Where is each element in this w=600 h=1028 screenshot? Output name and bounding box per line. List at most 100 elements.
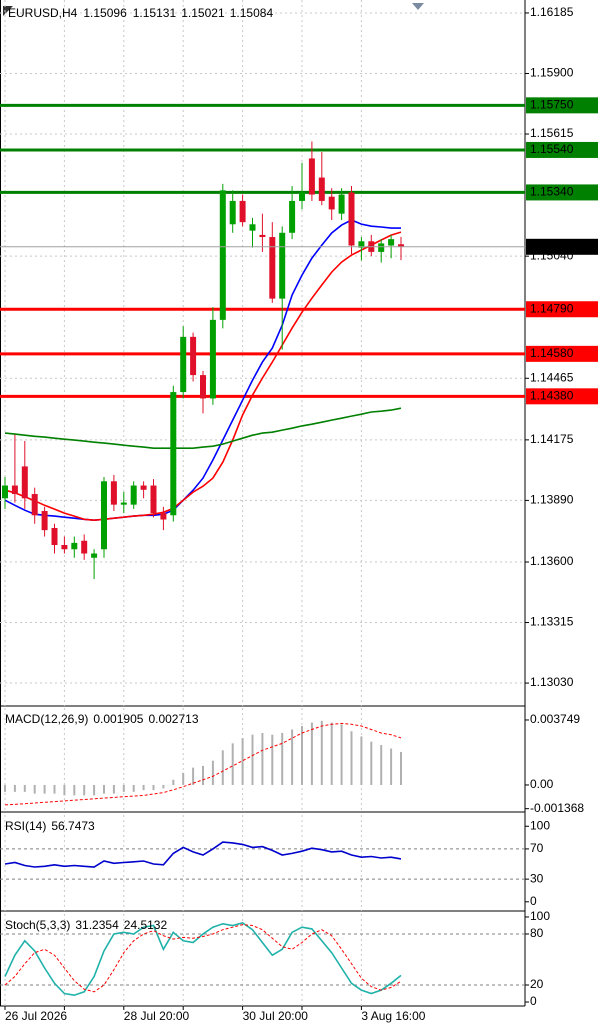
candle-body xyxy=(289,200,296,233)
histogram-bar xyxy=(350,731,353,785)
candle-body xyxy=(398,244,404,247)
y-tick-label: -0.001368 xyxy=(530,801,584,815)
x-tick-label: 28 Jul 20:00 xyxy=(124,1009,190,1023)
histogram-bar xyxy=(122,784,125,792)
histogram-bar xyxy=(83,784,86,796)
histogram-bar xyxy=(172,779,175,785)
candle-body xyxy=(160,513,167,520)
histogram-bar xyxy=(221,750,224,785)
candle-body xyxy=(41,511,48,531)
histogram-bar xyxy=(360,736,363,785)
indicator-name: RSI(14) xyxy=(5,819,46,833)
histogram-bar xyxy=(211,760,214,785)
level-label: 1.15540 xyxy=(530,142,574,156)
signal-line xyxy=(4,722,402,806)
symbol: EURUSD,H4 xyxy=(8,6,78,20)
histogram-bar xyxy=(142,784,145,791)
candle-body xyxy=(328,196,335,210)
histogram-bar xyxy=(281,732,284,785)
level-box xyxy=(526,301,598,318)
indicator-line xyxy=(4,407,402,449)
histogram-bar xyxy=(112,784,115,794)
y-tick-label: 0.003749 xyxy=(530,712,580,726)
histogram-bar xyxy=(330,722,333,785)
indicator-line xyxy=(4,219,401,522)
x-tick-label: 3 Aug 16:00 xyxy=(361,1009,425,1023)
histogram-bar xyxy=(132,784,135,792)
candle-body xyxy=(279,232,286,299)
candle-body xyxy=(140,485,147,490)
level-label: 1.14580 xyxy=(530,346,574,360)
histogram-bar xyxy=(301,726,303,785)
y-tick-label: 1.14465 xyxy=(530,370,574,384)
shift-marker[interactable] xyxy=(412,3,424,10)
y-tick-label: 70 xyxy=(530,841,544,855)
indicator-title: MACD(12,26,9) 0.001905 0.002713 xyxy=(5,712,199,726)
candle-body xyxy=(259,234,266,238)
candle-body xyxy=(388,239,395,246)
level-box xyxy=(526,184,598,201)
level-label: 1.15750 xyxy=(530,98,574,112)
histogram-bar xyxy=(33,784,36,794)
histogram-bar xyxy=(370,741,373,785)
candle-body xyxy=(269,237,276,299)
y-tick-label: 1.16185 xyxy=(530,5,574,19)
chart-header: EURUSD,H4 1.15096 1.15131 1.15021 1.15084 xyxy=(8,6,273,20)
y-tick-label: 0 xyxy=(530,994,537,1008)
histogram-bar xyxy=(380,745,383,785)
ohlc-open: 1.15096 xyxy=(83,6,127,20)
y-tick-label: 1.15615 xyxy=(530,126,574,140)
candle-body xyxy=(170,392,177,516)
histogram-bar xyxy=(63,784,66,796)
histogram-bar xyxy=(192,767,195,785)
indicator-line xyxy=(4,841,402,868)
signal-line xyxy=(4,924,402,993)
y-tick-label: 1.14175 xyxy=(530,432,574,446)
histogram-bar xyxy=(291,729,294,785)
candle-body xyxy=(101,481,107,550)
y-tick-label: 100 xyxy=(530,818,550,832)
candle-body xyxy=(150,485,157,514)
candle-body xyxy=(21,466,28,499)
indicator-title: Stoch(5,3,3) 31.2354 24.5132 xyxy=(5,918,167,932)
histogram-bar xyxy=(23,784,26,792)
indicator-title: RSI(14) 56.7473 xyxy=(5,819,95,833)
level-label: 1.15340 xyxy=(530,185,574,199)
y-tick-label: 0.00 xyxy=(530,777,554,791)
y-tick-label: 30 xyxy=(530,871,544,885)
histogram-bar xyxy=(53,784,56,794)
y-tick-label: 1.13890 xyxy=(530,493,574,507)
ohlc-close: 1.15084 xyxy=(230,6,274,20)
histogram-bar xyxy=(340,724,343,785)
histogram-bar xyxy=(241,738,244,785)
candle-body xyxy=(31,494,38,516)
y-tick-label: 100 xyxy=(530,909,550,923)
indicator-line xyxy=(4,231,402,522)
histogram-bar xyxy=(310,722,313,785)
y-tick-label: 1.15900 xyxy=(530,66,574,80)
current-price-box xyxy=(526,238,598,255)
candle-body xyxy=(338,194,345,214)
histogram-bar xyxy=(251,734,254,785)
candle-body xyxy=(299,192,305,201)
indicator-value: 56.7473 xyxy=(51,819,95,833)
level-label: 1.14790 xyxy=(530,301,574,315)
histogram-bar xyxy=(73,784,76,796)
histogram-bar xyxy=(152,784,155,791)
candle-body xyxy=(358,241,365,248)
histogram-bar xyxy=(390,748,393,785)
candle-body xyxy=(91,553,98,558)
candle-body xyxy=(229,200,236,225)
histogram-bar xyxy=(231,743,234,785)
candle-body xyxy=(51,528,58,546)
y-tick-label: 0 xyxy=(530,894,537,908)
indicator-name: MACD(12,26,9) xyxy=(5,712,88,726)
candle-body xyxy=(249,224,256,231)
level-box xyxy=(526,345,598,362)
candle-body xyxy=(209,319,216,399)
candle-body xyxy=(308,158,315,195)
candle-body xyxy=(120,502,127,505)
